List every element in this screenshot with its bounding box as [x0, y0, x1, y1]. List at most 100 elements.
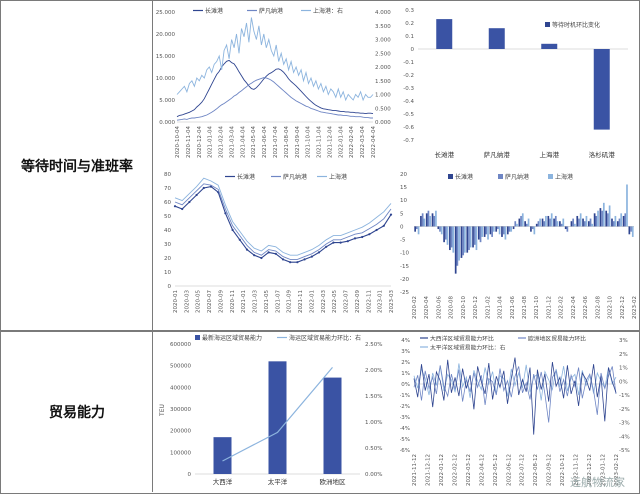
- y2-tick-label: 0.000: [375, 120, 391, 126]
- bar: [518, 218, 521, 227]
- bar: [547, 215, 550, 227]
- legend-label: 长滩港: [237, 173, 255, 181]
- legend-swatch: [448, 174, 453, 179]
- x-tick-label: 2022-09-12: [547, 454, 553, 486]
- bar: [488, 28, 505, 49]
- bar: [553, 218, 555, 227]
- bar: [323, 377, 342, 474]
- bar: [458, 226, 460, 261]
- series-point: [260, 256, 263, 260]
- x-tick-label: 2022-01-12: [439, 454, 445, 486]
- y-tick-label: 200000: [170, 429, 191, 435]
- series-line-change: [222, 367, 333, 462]
- legend-label: 长滩港: [205, 7, 223, 15]
- y2-tick-label: 2.50%: [365, 342, 382, 348]
- y-tick-label: 600000: [170, 342, 191, 348]
- y-tick-label: -3%: [400, 415, 410, 421]
- y-tick-label: 100000: [170, 450, 191, 456]
- series-point: [267, 251, 270, 254]
- x-tick-label: 2023-01: [378, 290, 384, 313]
- series-line-atlantic: [413, 357, 617, 435]
- x-tick-label: 2020-11: [230, 290, 236, 313]
- y-tick-label: 2%: [401, 360, 410, 366]
- legend-label: 长滩港: [455, 173, 473, 181]
- legend-label: 海运区域贸易能力环比：右: [289, 334, 361, 342]
- y2-tick-label: 0.00%: [365, 472, 382, 478]
- series-point: [253, 254, 256, 257]
- series-point: [238, 238, 241, 241]
- bar: [530, 226, 532, 232]
- bar: [464, 226, 466, 253]
- y2-tick-label: -5%: [619, 448, 630, 454]
- x-tick-label: 2020-04: [424, 296, 430, 319]
- x-tick-label: 2021-12: [546, 296, 552, 319]
- series-line-pacific: [413, 363, 617, 401]
- watermark: 远航物流家: [570, 476, 625, 489]
- series-point: [382, 224, 385, 227]
- bar: [618, 218, 621, 227]
- x-tick-label: 2022-02: [559, 296, 565, 319]
- x-tick-label: 2022-04-04: [371, 126, 377, 158]
- x-tick-label: 2022-05-12: [493, 454, 499, 486]
- y-tick-label: 70: [164, 186, 171, 192]
- bar: [435, 210, 437, 227]
- y-tick-label: -5: [400, 238, 406, 244]
- category-label: 大西洋: [213, 477, 233, 486]
- bar: [468, 226, 470, 251]
- x-tick-label: 2022-04: [571, 296, 577, 319]
- series-point: [317, 251, 321, 254]
- x-tick-label: 2021-03: [253, 290, 259, 313]
- series-line: [174, 186, 392, 263]
- x-tick-label: 2022-10: [608, 296, 614, 319]
- bar: [526, 223, 528, 227]
- bar: [570, 221, 573, 227]
- series-point: [202, 186, 205, 190]
- bar: [510, 226, 513, 232]
- x-tick-label: 2021-11-12: [412, 454, 418, 486]
- y2-tick-label: 2%: [619, 352, 628, 358]
- x-tick-label: 2020-02: [412, 296, 418, 319]
- series-point: [289, 261, 292, 264]
- x-tick-label: 2022-02-12: [452, 454, 458, 486]
- y-tick-label: 300000: [170, 407, 191, 413]
- y-tick-label: 50: [164, 214, 171, 220]
- series-point: [209, 185, 213, 188]
- y-tick-label: 400000: [170, 385, 191, 391]
- bar: [421, 213, 424, 227]
- bar: [506, 226, 509, 235]
- chart-trade-capacity: 600000 500000 400000 300000 200000 100000 0 2.5…: [159, 334, 382, 486]
- y2-tick-label: 2.500: [375, 51, 391, 57]
- bar: [520, 215, 522, 227]
- bar: [607, 213, 609, 227]
- y-tick-label: 0.3: [405, 8, 414, 14]
- x-tick-label: 2021-10-04: [306, 126, 312, 158]
- bar: [443, 226, 445, 243]
- bar: [433, 215, 436, 227]
- series-point: [339, 241, 342, 244]
- bar: [622, 215, 625, 227]
- x-tick-label: 2020-07: [207, 290, 213, 313]
- bar: [597, 210, 599, 227]
- bar: [620, 213, 623, 227]
- y-tick-label: -0.5: [403, 112, 414, 118]
- bar: [498, 226, 501, 235]
- legend-label: 等待时机环比变化: [552, 21, 600, 29]
- bar: [479, 226, 482, 243]
- legend-label: 萨凡纳港: [283, 173, 307, 181]
- bar: [508, 226, 511, 232]
- x-tick-label: 2023-03: [389, 290, 395, 313]
- x-tick-label: 2022-08-12: [533, 454, 539, 486]
- y-tick-label: 25.000: [156, 10, 176, 16]
- y-tick-label: -4%: [400, 426, 410, 432]
- bar: [562, 218, 565, 227]
- y2-tick-label: 2.000: [375, 65, 391, 71]
- y-tick-label: -0.4: [403, 99, 414, 105]
- x-tick-label: 2022-05: [332, 290, 338, 313]
- bar: [504, 226, 507, 240]
- bar: [420, 215, 422, 227]
- bar: [469, 226, 472, 248]
- series-point: [195, 193, 198, 197]
- series-line-europe: [413, 365, 617, 423]
- y-tick-label: -1%: [400, 393, 410, 399]
- legend-label: 欧洲地区贸易能力环比: [528, 335, 586, 343]
